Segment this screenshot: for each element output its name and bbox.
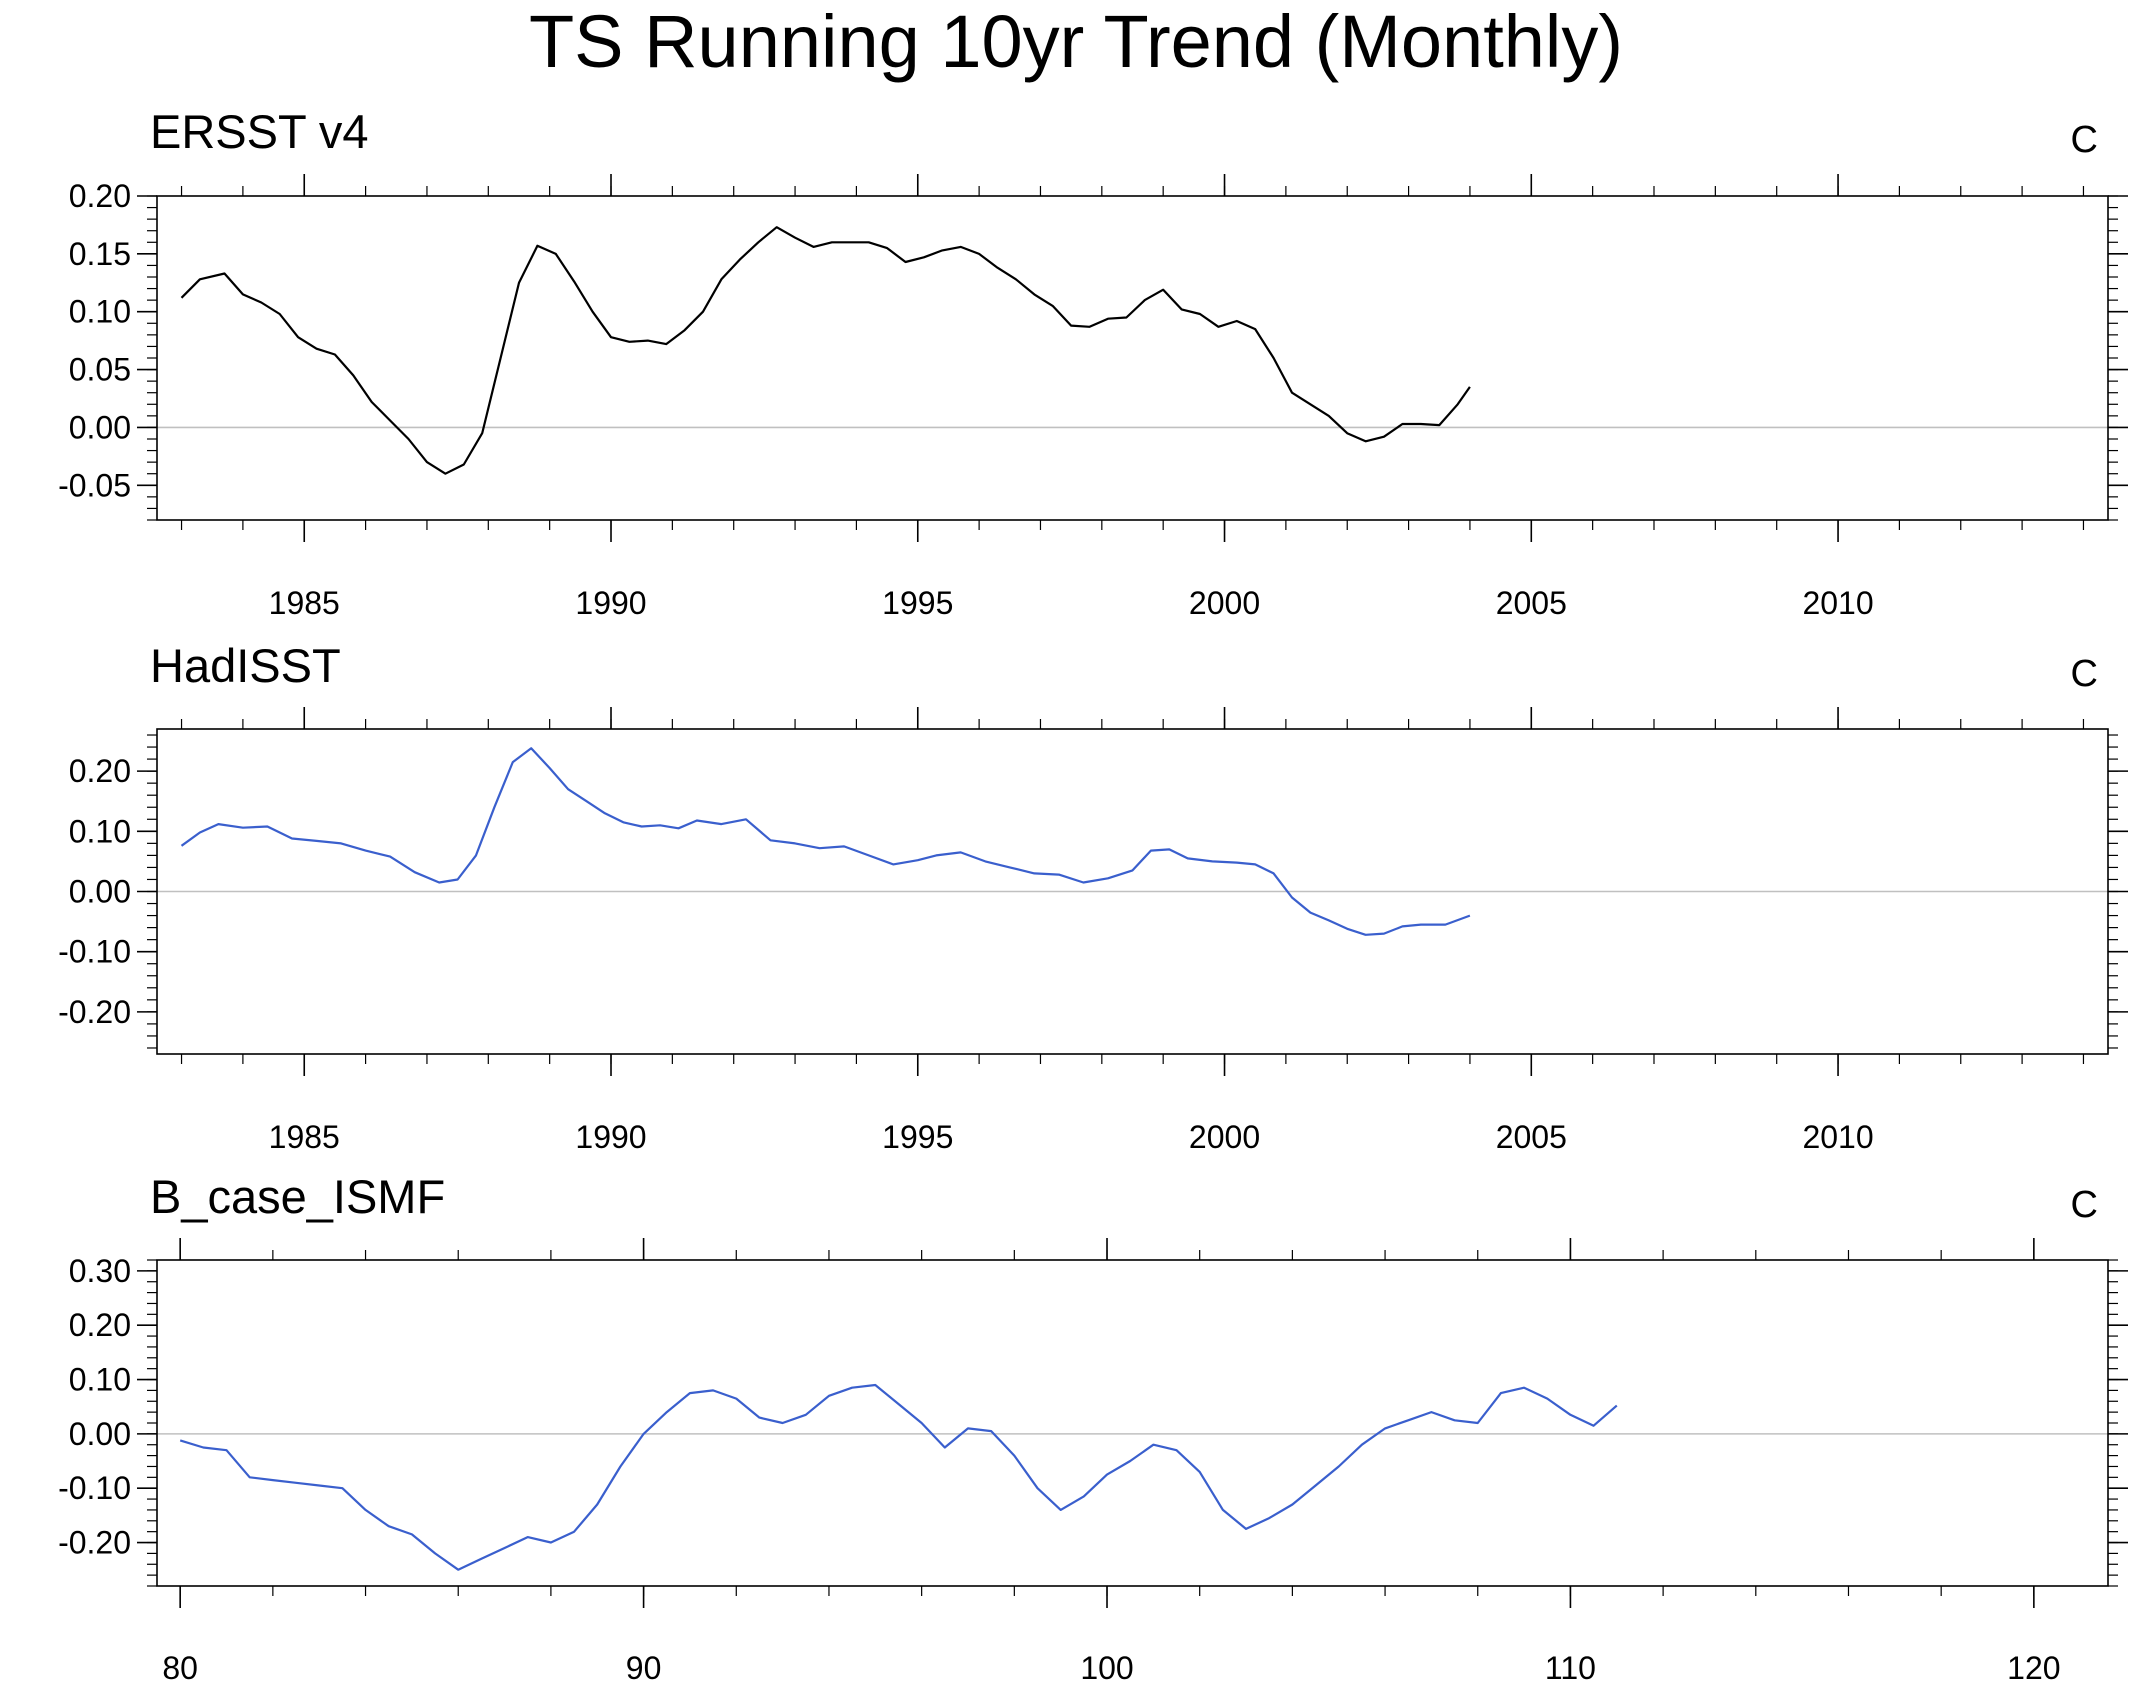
x-tick-label: 2000 bbox=[1189, 1119, 1260, 1155]
y-tick-label: -0.20 bbox=[58, 994, 131, 1030]
x-tick-label: 110 bbox=[1545, 1650, 1596, 1685]
panel-title: B_case_ISMF bbox=[150, 1170, 445, 1223]
x-tick-label: 80 bbox=[162, 1650, 198, 1685]
y-tick-label: -0.10 bbox=[58, 1470, 131, 1506]
y-tick-label: 0.30 bbox=[69, 1253, 131, 1289]
main-title: TS Running 10yr Trend (Monthly) bbox=[528, 0, 1624, 83]
y-tick-label: 0.20 bbox=[69, 753, 131, 789]
unit-label: C bbox=[2071, 1184, 2098, 1226]
series-line bbox=[179, 1383, 1618, 1571]
x-tick-label: 1995 bbox=[882, 585, 953, 621]
chart-panel-ersst: ERSST v4 C -0.05 0.00 0.05 0.10 0.15 0.20 1985 19… bbox=[58, 105, 2128, 621]
y-tick-label: -0.20 bbox=[58, 1525, 131, 1561]
panel-title: ERSST v4 bbox=[150, 105, 369, 158]
y-tick-label: -0.10 bbox=[58, 934, 131, 970]
series-line bbox=[180, 747, 1471, 936]
x-tick-label: 1995 bbox=[882, 1119, 953, 1155]
chart-panel-hadisst: HadISST C -0.20 -0.10 0.00 0.10 0.20 1985 1990 19… bbox=[58, 639, 2128, 1155]
x-tick-label: 1990 bbox=[575, 1119, 646, 1155]
unit-label: C bbox=[2071, 119, 2098, 161]
x-tick-label: 2010 bbox=[1802, 1119, 1873, 1155]
chart-panel-b-case-ismf: B_case_ISMF C -0.20 -0.10 0.00 0.10 0.20 0.30 80… bbox=[58, 1170, 2128, 1685]
x-tick-label: 120 bbox=[2007, 1650, 2060, 1685]
y-tick-label: 0.10 bbox=[69, 294, 131, 330]
x-tick-label: 2000 bbox=[1189, 585, 1260, 621]
series-line bbox=[180, 226, 1471, 475]
x-tick-label: 1990 bbox=[575, 585, 646, 621]
y-tick-label: 0.00 bbox=[69, 874, 131, 910]
y-tick-label: 0.00 bbox=[69, 409, 131, 445]
y-tick-label: 0.10 bbox=[69, 813, 131, 849]
x-tick-label: 90 bbox=[626, 1650, 662, 1685]
x-tick-label: 1985 bbox=[269, 585, 340, 621]
x-tick-label: 1985 bbox=[269, 1119, 340, 1155]
y-tick-label: 0.05 bbox=[69, 352, 131, 388]
y-tick-label: -0.05 bbox=[58, 467, 131, 503]
y-tick-label: 0.10 bbox=[69, 1362, 131, 1398]
x-tick-label: 2005 bbox=[1496, 1119, 1567, 1155]
y-tick-label: 0.00 bbox=[69, 1416, 131, 1452]
y-tick-label: 0.20 bbox=[69, 1307, 131, 1343]
plot-frame bbox=[156, 1259, 2109, 1587]
panel-title: HadISST bbox=[150, 639, 341, 692]
x-tick-label: 2010 bbox=[1802, 585, 1873, 621]
x-tick-label: 2005 bbox=[1496, 585, 1567, 621]
unit-label: C bbox=[2071, 653, 2098, 695]
y-tick-label: 0.20 bbox=[69, 178, 131, 214]
x-tick-label: 100 bbox=[1080, 1650, 1133, 1685]
y-tick-label: 0.15 bbox=[69, 236, 131, 272]
